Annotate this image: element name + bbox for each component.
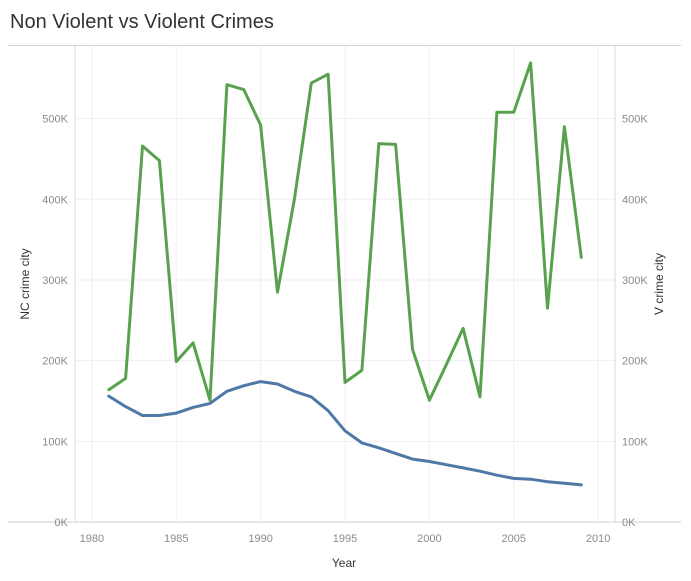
left-y-tick-label: 400K <box>42 194 68 206</box>
series-line-v-crime-city <box>107 61 583 402</box>
x-tick-label: 1985 <box>164 533 188 545</box>
right-y-tick-label: 400K <box>622 194 648 206</box>
title-divider <box>8 45 681 46</box>
chart-title: Non Violent vs Violent Crimes <box>10 11 274 33</box>
series-line-nc-crime-city <box>107 380 583 487</box>
x-tick-label: 2005 <box>502 533 526 545</box>
tick-labels: 1980 1985 1990 1995 2000 2005 2010 0K 0K 100K 100K… <box>42 114 648 545</box>
right-y-tick-label: 500K <box>622 114 648 126</box>
x-axis-title: Year <box>332 556 356 570</box>
x-tick-label: 1980 <box>80 533 104 545</box>
x-tick-label: 1990 <box>248 533 272 545</box>
x-tick-label: 2000 <box>417 533 441 545</box>
right-y-tick-label: 300K <box>622 275 648 287</box>
left-y-tick-label: 500K <box>42 114 68 126</box>
right-y-tick-label: 100K <box>622 436 648 448</box>
left-axis-title: NC crime city <box>18 248 32 319</box>
gridlines <box>75 46 615 522</box>
left-y-tick-label: 0K <box>55 517 69 529</box>
right-y-tick-label: 200K <box>622 356 648 368</box>
right-y-tick-label: 0K <box>622 517 636 529</box>
left-y-tick-label: 100K <box>42 436 68 448</box>
x-tick-label: 2010 <box>586 533 610 545</box>
left-y-tick-label: 200K <box>42 356 68 368</box>
right-axis-title: V crime city <box>652 253 666 315</box>
x-tick-label: 1995 <box>333 533 357 545</box>
left-y-tick-label: 300K <box>42 275 68 287</box>
series-lines <box>107 61 583 487</box>
